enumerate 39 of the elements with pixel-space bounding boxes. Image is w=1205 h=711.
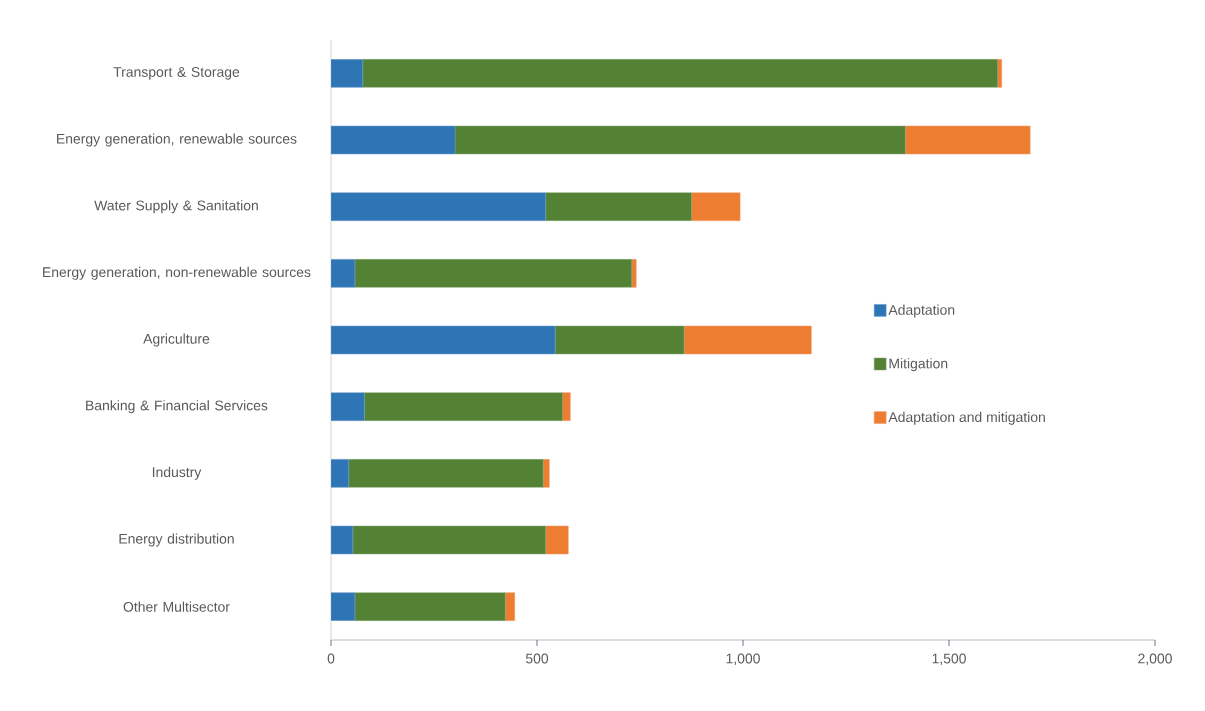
x-tick-label: 2,000 [1138,653,1172,666]
x-tick-label: 500 [525,653,549,664]
y-tick-label: Energy distribution [119,533,234,547]
bar [352,525,546,555]
y-tick-label: Water Supply & Sanitation [94,200,258,214]
y-tick-label: Agriculture [143,333,210,347]
y-tick-label: Other Multisector [123,601,230,612]
bar [683,325,812,355]
y-tick-label: Transport & Storage [113,67,240,80]
bar [354,592,506,621]
bar [542,459,550,488]
bar [331,125,456,155]
bar [364,392,563,421]
bar [691,192,741,221]
y-tick-label: Banking & Financial Services [86,400,268,414]
y-tick-label: Energy generation, renewable sources [57,133,297,147]
legend-label: Adaptation and mitigation [888,411,1045,425]
y-tick-label: Industry [152,466,202,480]
bar [354,259,633,288]
bar [331,192,546,221]
y-tick-label: Energy generation, non-renewable sources [43,266,311,280]
bar [631,259,637,288]
legend-label: Mitigation [889,358,948,372]
bar [545,525,569,555]
x-tick-label: 0 [327,653,335,664]
legend-label: Adaptation [888,304,955,318]
x-tick-label: 1,000 [726,653,760,666]
bar [331,392,365,421]
bar [905,125,1031,155]
bar [362,59,998,88]
bar [454,125,906,155]
bar [505,592,515,621]
bar [554,325,685,355]
bar [545,192,692,221]
bar [331,59,363,88]
x-tick-label: 1,500 [932,653,966,666]
bar [348,459,544,488]
bar [562,392,571,421]
bar [331,325,556,355]
